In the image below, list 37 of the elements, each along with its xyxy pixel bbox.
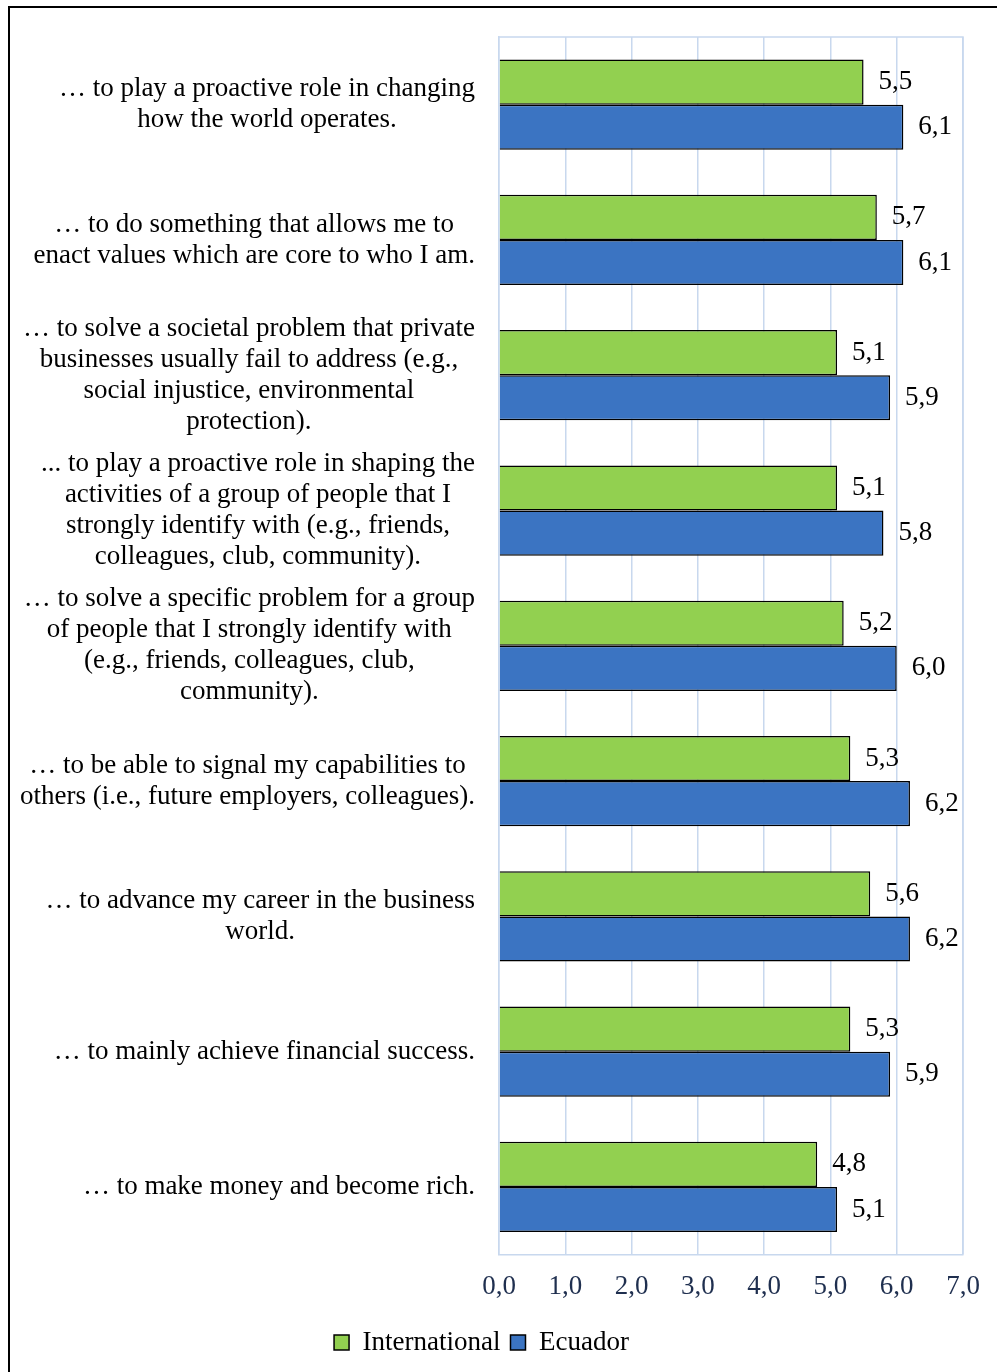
data-label: 5,3 [865,1012,900,1043]
data-label: 5,1 [852,471,886,502]
data-label: 6,2 [924,786,959,817]
data-label: 6,2 [924,922,959,953]
data-label: 5,9 [905,380,939,411]
legend-label: International [362,1325,501,1356]
y-tick-label: … to mainly achieve financial success. [53,1034,476,1065]
y-tick-label: … to advance my career in the business world. [45,883,475,945]
y-tick-label: … to do something that allows me to enact values which are core to who I am. [33,207,475,269]
data-label: 5,9 [905,1057,939,1088]
y-tick-label: … to make money and become rich. [82,1170,475,1201]
legend-label: Ecuador [538,1325,629,1356]
data-label: 5,2 [858,606,893,637]
data-label: 6,0 [911,651,946,682]
data-label: 5,7 [891,200,926,231]
y-tick-label: … to be able to signal my capabilities to others (i.e., future employers, colleagues). [19,748,475,810]
x-tick-label: 0,0 [482,1269,516,1300]
y-tick-label: … to play a proactive role in changing how the world operates. [58,72,476,134]
data-label: 5,1 [852,1192,886,1223]
x-tick-label: 5,0 [813,1269,848,1300]
x-tick-label: 3,0 [680,1269,715,1300]
data-label: 5,5 [878,65,913,96]
data-label: 6,1 [918,110,953,141]
data-label: 5,8 [898,516,933,547]
data-label: 5,6 [885,876,919,907]
y-tick-label: … to solve a specific problem for a group of people that I strongly identify with (e.g., friends, colleagues, club, community). [23,582,475,706]
y-tick-label: ... to play a proactive role in shaping the activities of a group of people that I strongly identify with (e.g., friends, colleagues, club, community). [40,447,476,571]
data-label: 6,1 [918,245,953,276]
x-tick-label: 6,0 [879,1269,914,1300]
data-label: 5,1 [852,335,886,366]
x-tick-label: 2,0 [614,1269,649,1300]
y-tick-label: … to solve a societal problem that private businesses usually fail to address (e.g., social injustice, environmental protection). [22,311,476,435]
data-label: 4,8 [832,1147,866,1178]
x-tick-label: 1,0 [548,1269,583,1300]
data-label: 5,3 [865,741,900,772]
x-tick-label: 4,0 [747,1269,782,1300]
x-tick-label: 7,0 [946,1269,980,1300]
